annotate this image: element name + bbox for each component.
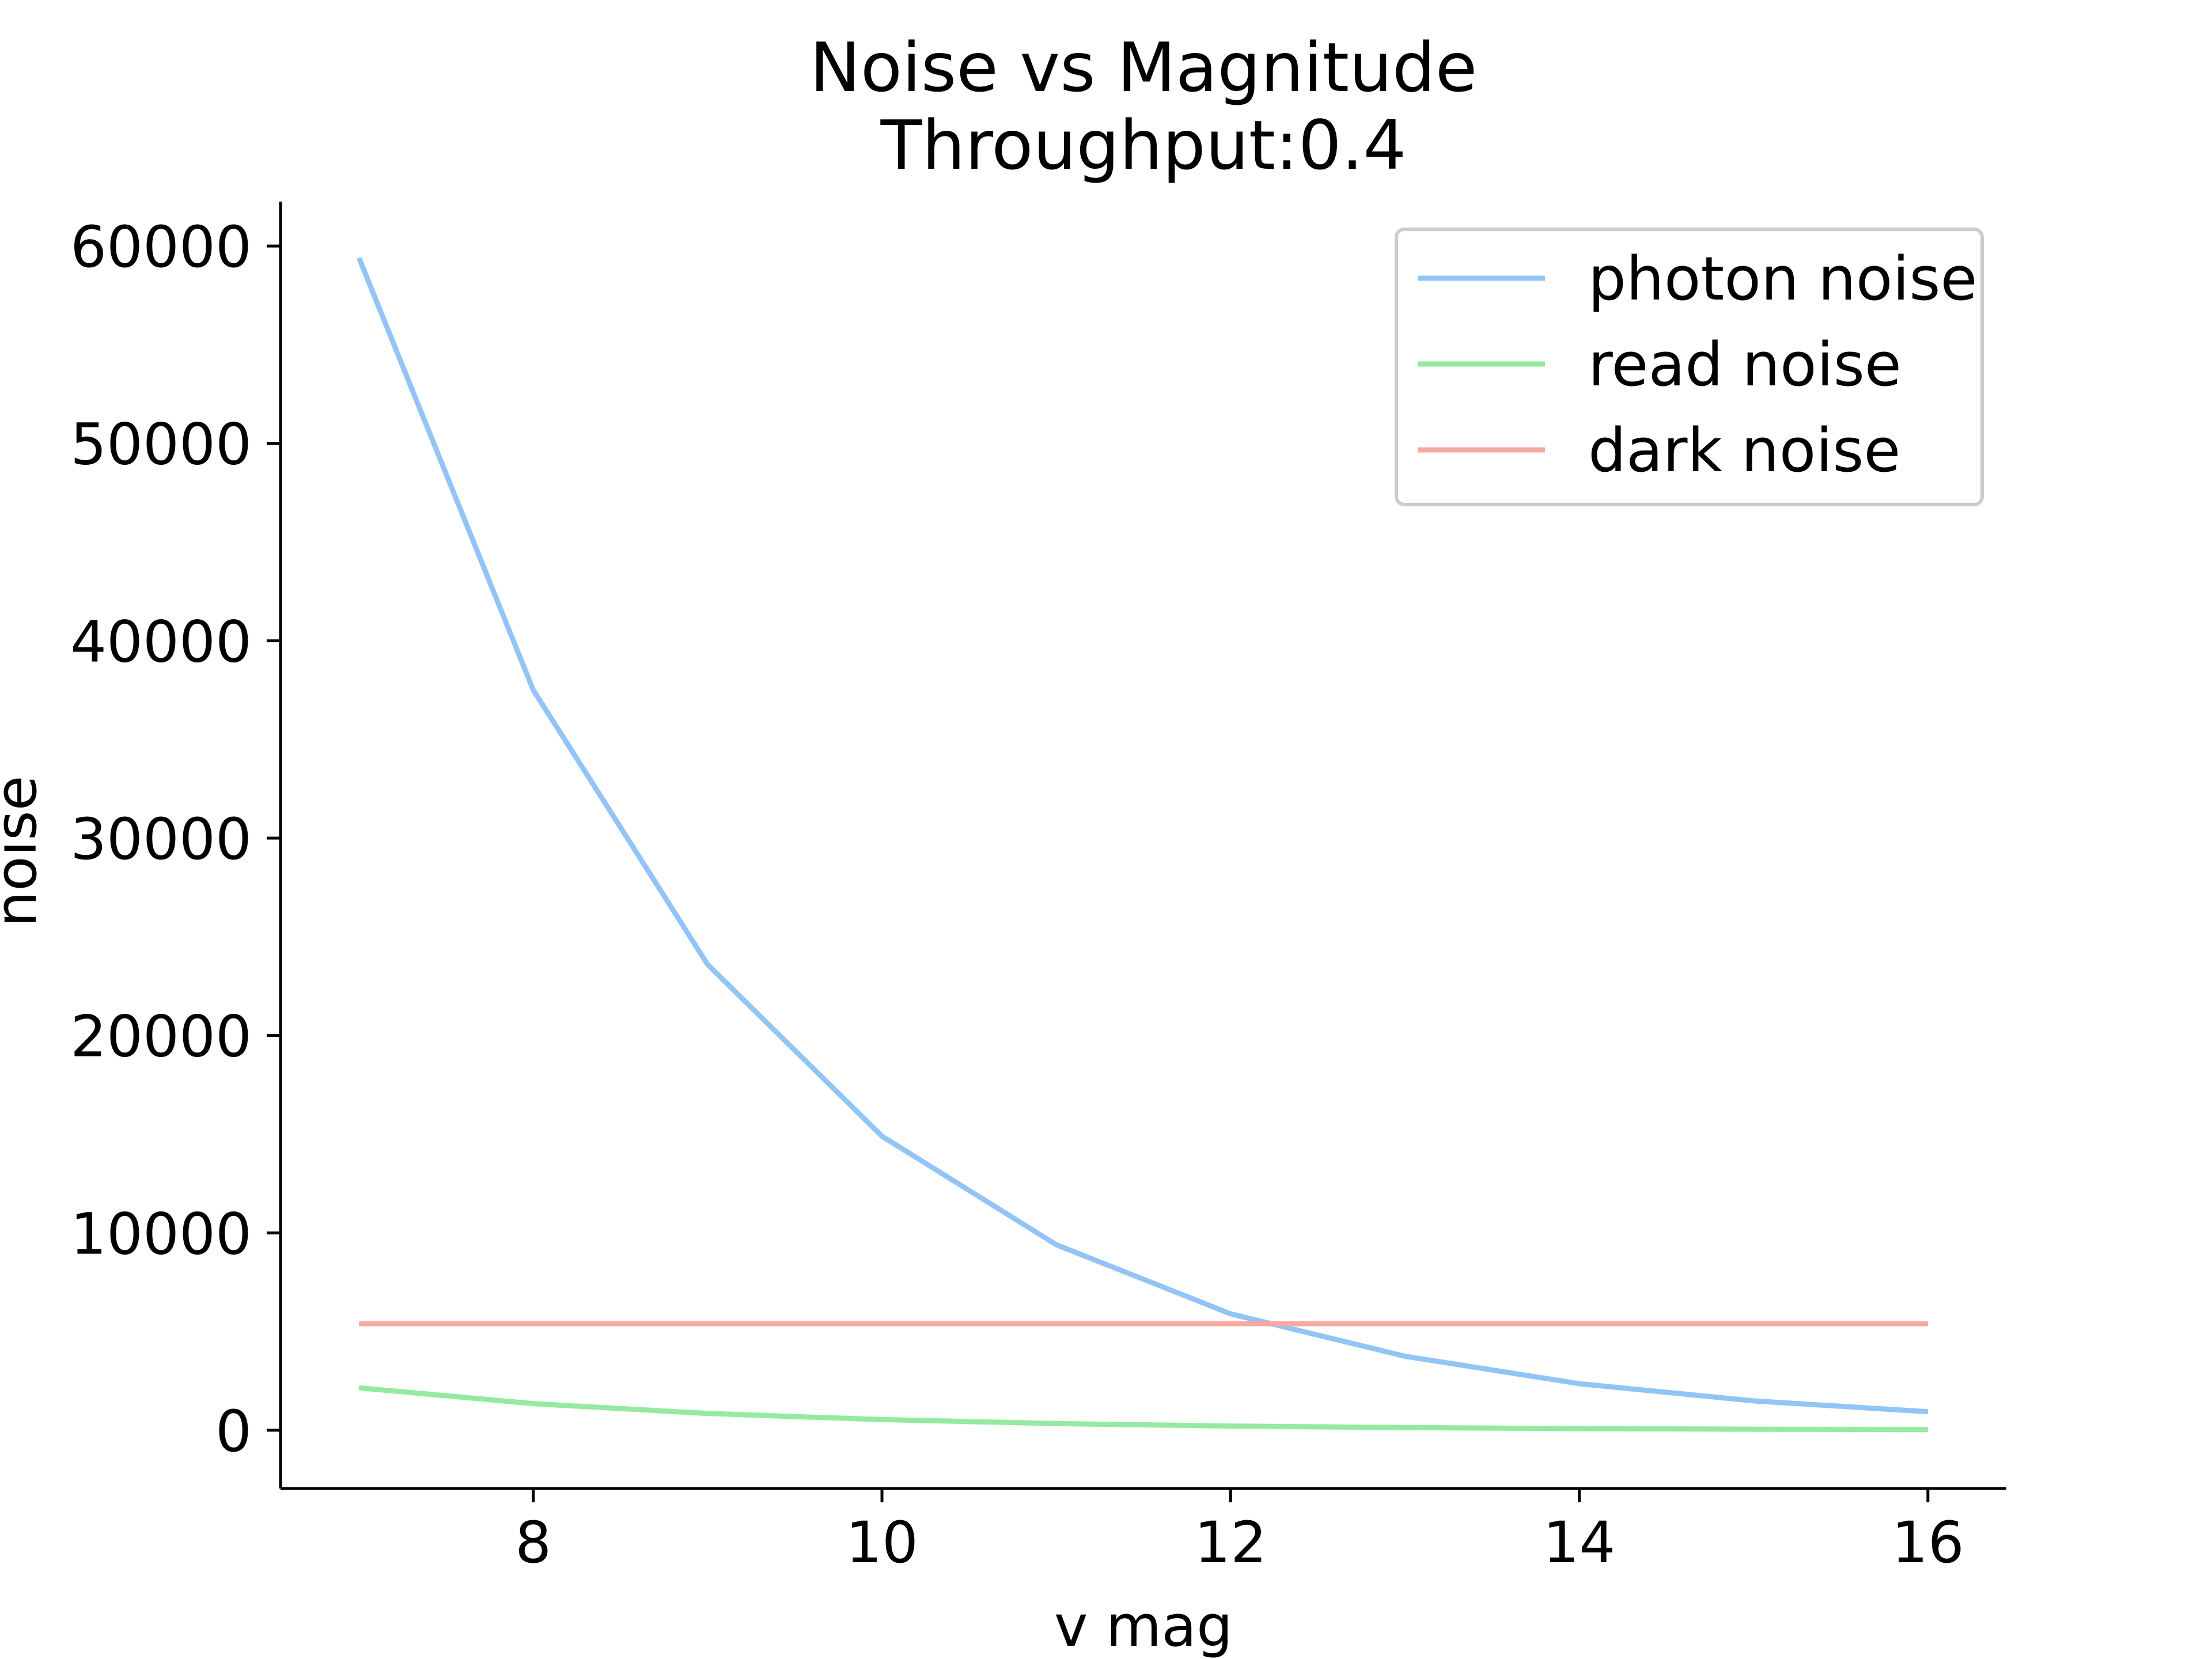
y-tick-label: 50000 — [70, 412, 252, 478]
ticks-layer: 8 10 12 14 16 0 10000 20000 30000 40000 50000 60000 — [70, 214, 1964, 1576]
y-tick-label: 0 — [215, 1399, 252, 1465]
y-tick-label: 30000 — [70, 806, 252, 873]
legend-label-read-noise: read noise — [1588, 329, 1902, 400]
y-axis-label: noise — [0, 775, 50, 927]
legend-frame — [1395, 228, 1984, 506]
x-tick-label: 14 — [1543, 1510, 1616, 1576]
y-tick-label: 60000 — [70, 214, 252, 281]
x-tick-label: 16 — [1892, 1510, 1964, 1576]
x-tick-label: 12 — [1194, 1510, 1267, 1576]
legend: photon noise read noise dark noise — [1395, 228, 1984, 506]
series-line-photon-noise — [357, 257, 1929, 1415]
x-tick-label: 10 — [846, 1510, 918, 1576]
x-axis-label: v mag — [1054, 1593, 1233, 1659]
y-tick-label: 40000 — [70, 609, 252, 675]
y-tick-label: 10000 — [70, 1201, 252, 1267]
chart-subtitle: Throughput:0.4 — [880, 105, 1407, 185]
series-layer — [357, 257, 1929, 1433]
series-line-read-noise — [358, 1385, 1928, 1433]
legend-label-photon-noise: photon noise — [1588, 244, 1978, 314]
y-tick-label: 20000 — [70, 1004, 252, 1070]
chart-title: Noise vs Magnitude — [810, 28, 1478, 107]
legend-entries: photon noise read noise dark noise — [1418, 244, 1978, 486]
axes-layer — [279, 202, 2006, 1490]
legend-label-dark-noise: dark noise — [1588, 415, 1900, 486]
x-tick-label: 8 — [515, 1510, 551, 1576]
